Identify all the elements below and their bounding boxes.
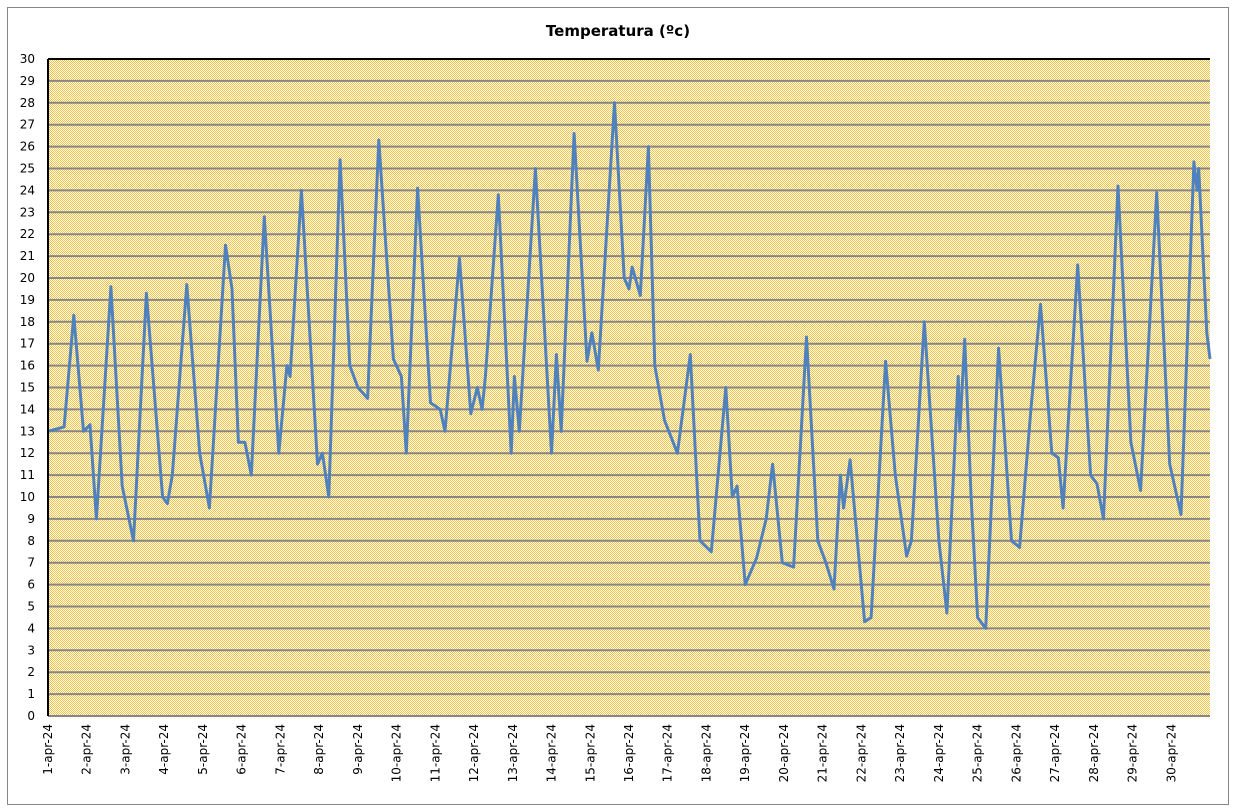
x-tick-label: 18-apr-24 <box>699 724 713 782</box>
y-tick-label: 6 <box>27 578 35 592</box>
x-tick-label: 3-apr-24 <box>118 724 132 775</box>
x-tick-label: 22-apr-24 <box>854 724 868 782</box>
x-tick-label: 15-apr-24 <box>583 724 597 782</box>
y-tick-label: 7 <box>27 556 35 570</box>
x-tick-label: 24-apr-24 <box>932 724 946 782</box>
x-tick-label: 25-apr-24 <box>971 724 985 782</box>
y-tick-label: 9 <box>27 512 35 526</box>
y-tick-label: 14 <box>20 402 35 416</box>
y-tick-label: 0 <box>27 709 35 723</box>
x-tick-label: 28-apr-24 <box>1087 724 1101 782</box>
x-tick-label: 23-apr-24 <box>893 724 907 782</box>
x-tick-label: 14-apr-24 <box>545 724 559 782</box>
y-tick-label: 1 <box>27 687 35 701</box>
y-tick-label: 23 <box>20 205 35 219</box>
y-tick-label: 2 <box>27 665 35 679</box>
y-tick-label: 20 <box>20 271 35 285</box>
x-tick-label: 13-apr-24 <box>506 724 520 782</box>
x-tick-label: 2-apr-24 <box>80 724 94 775</box>
temperature-series-line <box>47 101 1212 630</box>
x-tick-label: 12-apr-24 <box>467 724 481 782</box>
y-tick-label: 19 <box>20 293 35 307</box>
y-tick-label: 16 <box>20 359 35 373</box>
y-tick-label: 21 <box>20 249 35 263</box>
x-tick-label: 4-apr-24 <box>157 724 171 775</box>
y-tick-label: 12 <box>20 446 35 460</box>
x-tick-label: 30-apr-24 <box>1164 724 1178 782</box>
x-tick-label: 10-apr-24 <box>390 724 404 782</box>
x-tick-label: 5-apr-24 <box>196 724 210 775</box>
y-tick-label: 24 <box>20 183 35 197</box>
y-tick-label: 30 <box>20 52 35 66</box>
x-tick-label: 27-apr-24 <box>1048 724 1062 782</box>
x-tick-label: 9-apr-24 <box>351 724 365 775</box>
y-tick-label: 29 <box>20 74 35 88</box>
y-tick-label: 11 <box>20 468 35 482</box>
chart-title: Temperatura (ºc) <box>546 22 690 40</box>
y-tick-label: 13 <box>20 424 35 438</box>
y-tick-label: 3 <box>27 643 35 657</box>
x-tick-label: 17-apr-24 <box>661 724 675 782</box>
y-tick-label: 5 <box>27 600 35 614</box>
y-tick-label: 18 <box>20 315 35 329</box>
gridlines <box>48 79 1210 717</box>
x-tick-label: 19-apr-24 <box>738 724 752 782</box>
x-axis-ticks: 1-apr-24 2-apr-24 3-apr-24 4-apr-24 5-apr-24… <box>41 724 1178 782</box>
y-tick-label: 25 <box>20 162 35 176</box>
y-tick-label: 17 <box>20 337 35 351</box>
y-tick-label: 15 <box>20 381 35 395</box>
y-tick-label: 26 <box>20 140 35 154</box>
y-tick-label: 27 <box>20 118 35 132</box>
x-tick-label: 16-apr-24 <box>622 724 636 782</box>
x-tick-label: 11-apr-24 <box>428 724 442 782</box>
y-tick-label: 8 <box>27 534 35 548</box>
x-tick-label: 20-apr-24 <box>777 724 791 782</box>
x-tick-label: 26-apr-24 <box>1009 724 1023 782</box>
x-tick-label: 7-apr-24 <box>273 724 287 775</box>
y-tick-label: 10 <box>20 490 35 504</box>
y-tick-label: 28 <box>20 96 35 110</box>
y-tick-label: 4 <box>27 621 35 635</box>
x-tick-label: 21-apr-24 <box>816 724 830 782</box>
x-tick-label: 29-apr-24 <box>1126 724 1140 782</box>
x-tick-label: 8-apr-24 <box>312 724 326 775</box>
y-axis-ticks: 0123456789101112131415161718192021222324… <box>20 52 35 723</box>
y-tick-label: 22 <box>20 227 35 241</box>
x-tick-label: 6-apr-24 <box>235 724 249 775</box>
x-tick-label: 1-apr-24 <box>41 724 55 775</box>
